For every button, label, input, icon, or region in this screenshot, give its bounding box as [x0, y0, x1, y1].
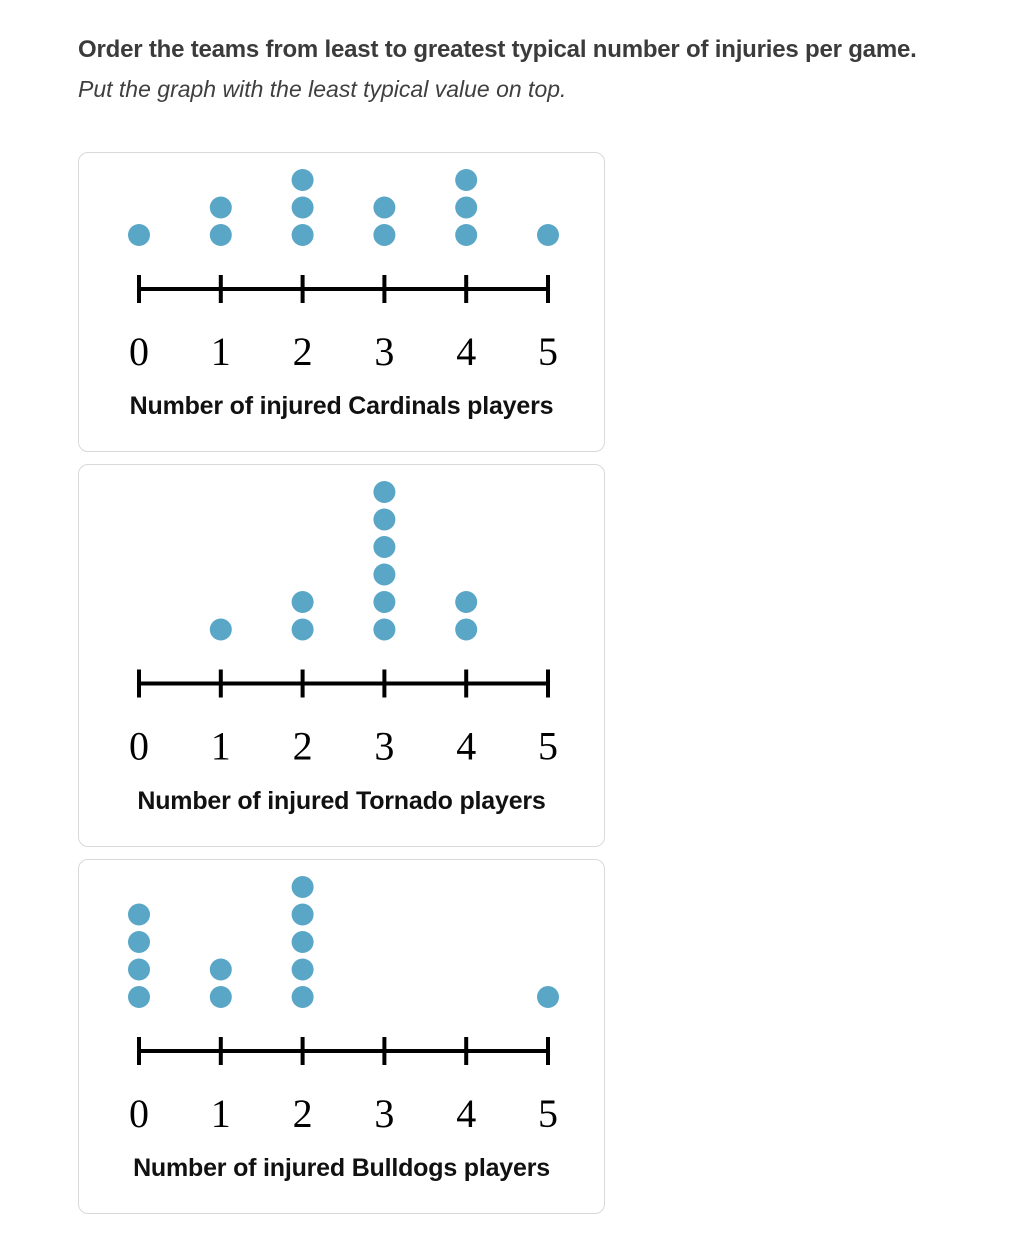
dot — [128, 903, 150, 925]
dot — [291, 618, 314, 641]
dot — [291, 958, 314, 980]
tick-label: 4 — [456, 724, 476, 769]
dot — [373, 563, 396, 586]
dot — [128, 985, 150, 1008]
dot — [209, 958, 232, 980]
dot — [128, 224, 150, 246]
dot — [373, 224, 396, 246]
dot — [537, 224, 559, 246]
tick-label: 0 — [129, 329, 149, 374]
question-prompt: Order the teams from least to greatest t… — [78, 30, 1002, 108]
tick-label: 2 — [293, 329, 313, 374]
tick-label: 3 — [374, 724, 394, 769]
dot — [455, 224, 478, 246]
question-instruction: Put the graph with the least typical val… — [78, 76, 567, 102]
dot — [373, 481, 396, 503]
question-text: Order the teams from least to greatest t… — [78, 36, 917, 63]
dot — [128, 958, 150, 980]
tick-label: 2 — [293, 724, 313, 769]
dot — [455, 618, 478, 641]
dotplot-card-tornado[interactable]: 0 1 2 3 4 5 Number of injured Tornado players — [78, 464, 605, 847]
dot — [291, 169, 314, 191]
tick-label: 3 — [374, 329, 394, 374]
tick-label: 1 — [211, 1091, 231, 1136]
tick-label: 4 — [456, 329, 476, 374]
tick-label: 0 — [129, 1091, 149, 1136]
sortable-card-list: 0 1 2 3 4 5 Number of injured Cardinals playe… — [78, 152, 1002, 1214]
dot — [291, 196, 314, 219]
tick-label: 5 — [538, 1091, 558, 1136]
tick-label: 1 — [211, 724, 231, 769]
dot — [209, 196, 232, 219]
dot — [537, 985, 559, 1008]
dot — [455, 169, 478, 191]
dot — [455, 591, 478, 613]
dot — [291, 985, 314, 1008]
dot — [291, 224, 314, 246]
dot — [291, 591, 314, 613]
dotplot-card-bulldogs[interactable]: 0 1 2 3 4 5 Number of injured Bulldogs player… — [78, 858, 605, 1214]
dot — [455, 196, 478, 219]
dot — [373, 508, 396, 531]
axis-label-tornado: Number of injured Tornado players — [137, 786, 546, 815]
tick-label: 1 — [211, 329, 231, 374]
tick-label: 4 — [456, 1091, 476, 1136]
dot — [209, 224, 232, 246]
dot — [373, 591, 396, 613]
dotplot-bulldogs-figure: 0 1 2 3 4 5 — [128, 875, 559, 1136]
dot — [209, 618, 232, 641]
tick-label: 0 — [129, 724, 149, 769]
dot — [291, 875, 314, 898]
dot — [291, 930, 314, 953]
axis-label-cardinals: Number of injured Cardinals players — [129, 392, 554, 420]
dot — [373, 618, 396, 641]
dot — [209, 985, 232, 1008]
tick-label: 5 — [538, 724, 558, 769]
axis-label-bulldogs: Number of injured Bulldogs players — [133, 1153, 550, 1182]
dotplot-tornado-figure: 0 1 2 3 4 5 — [129, 481, 558, 769]
dotplot-cardinals-figure: 0 1 2 3 4 5 — [128, 169, 559, 374]
tick-label: 2 — [293, 1091, 313, 1136]
dot — [128, 930, 150, 953]
tick-label: 3 — [374, 1091, 394, 1136]
dot — [373, 196, 396, 219]
dot — [373, 536, 396, 558]
dot — [291, 903, 314, 925]
tick-label: 5 — [538, 329, 558, 374]
dotplot-card-cardinals[interactable]: 0 1 2 3 4 5 Number of injured Cardinals playe… — [78, 152, 605, 452]
